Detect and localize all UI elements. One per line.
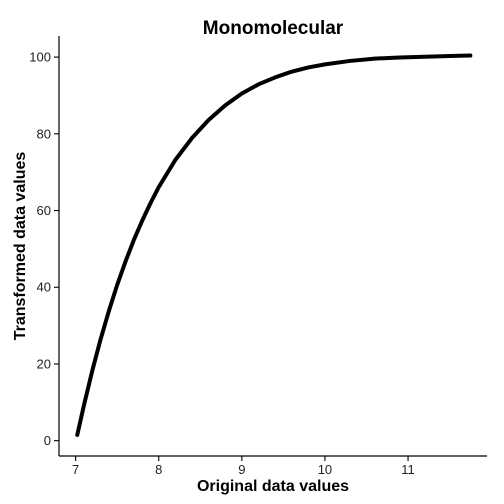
y-tick-label: 0 bbox=[44, 433, 51, 448]
plot-area bbox=[77, 56, 470, 435]
x-tick-label: 8 bbox=[155, 462, 162, 477]
y-tick-label: 20 bbox=[37, 356, 51, 371]
axes bbox=[59, 36, 487, 456]
y-tick-label: 60 bbox=[37, 203, 51, 218]
y-ticks: 0 20 40 60 80 100 bbox=[29, 50, 59, 449]
x-tick-label: 10 bbox=[318, 462, 332, 477]
x-tick-label: 7 bbox=[72, 462, 79, 477]
x-tick-label: 11 bbox=[401, 462, 415, 477]
x-axis-title: Original data values bbox=[197, 478, 349, 495]
y-tick-label: 80 bbox=[37, 126, 51, 141]
x-tick-label: 9 bbox=[238, 462, 245, 477]
x-ticks: 7 8 9 10 11 bbox=[72, 456, 415, 477]
y-tick-label: 100 bbox=[29, 50, 51, 65]
y-axis-title: Transformed data values bbox=[12, 152, 29, 341]
chart-title: Monomolecular bbox=[203, 18, 344, 39]
y-tick-label: 40 bbox=[37, 280, 51, 295]
series-line bbox=[77, 56, 470, 435]
